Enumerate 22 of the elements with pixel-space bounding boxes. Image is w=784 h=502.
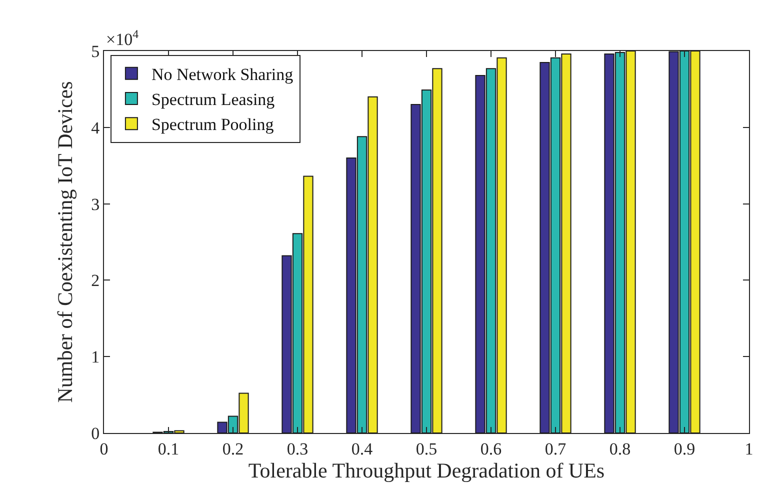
x-axis-title: Tolerable Throughput Degradation of UEs (248, 458, 605, 482)
legend-label: Spectrum Leasing (151, 90, 276, 110)
x-tick-label: 0.3 (286, 439, 308, 458)
y-tick-label: 4 (91, 118, 100, 138)
x-tick-label: 0.4 (351, 439, 374, 458)
x-tick-label: 1 (744, 439, 754, 458)
x-tick-label: 0.5 (416, 439, 438, 458)
y-tick-label: 3 (91, 194, 100, 214)
y-axis-title: Number of Coexistenting IoT Devices (53, 81, 78, 403)
x-tick-label: 0.8 (609, 439, 631, 458)
x-tick-label: 0.7 (544, 439, 567, 458)
y-tick-label: 5 (91, 42, 100, 61)
text: ×10$^{4}$ (106, 27, 139, 50)
legend-label: No Network Sharing (151, 65, 294, 84)
x-tick-label: 0.9 (674, 439, 696, 458)
y-tick-label: 0 (91, 424, 100, 443)
x-tick-label: 0.2 (222, 439, 244, 458)
x-tick-label: 0.6 (480, 439, 502, 458)
x-tick-label: 0.1 (158, 439, 180, 458)
y-tick-label: 1 (91, 348, 100, 367)
legend-label: Spectrum Pooling (151, 115, 274, 134)
y-tick-label: 2 (91, 271, 100, 290)
